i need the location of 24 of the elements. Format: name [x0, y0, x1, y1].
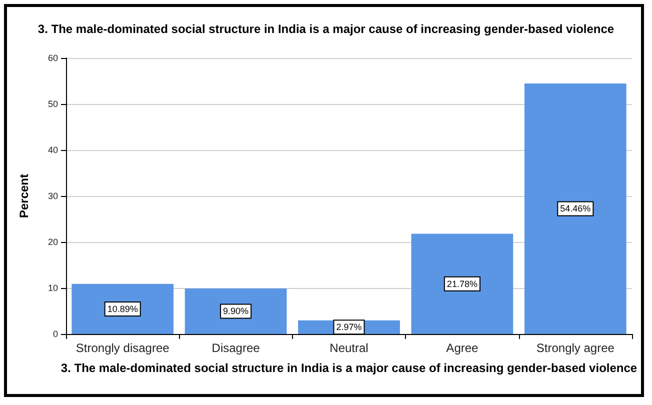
data-label: 9.90% [223, 306, 249, 316]
bar [184, 288, 287, 334]
y-tick-label: 50 [48, 99, 58, 109]
bar [524, 83, 626, 334]
x-tick-label: Agree [446, 341, 479, 355]
x-tick-label: Disagree [212, 341, 260, 355]
x-tick-label: Strongly disagree [76, 341, 170, 355]
data-label: 21.78% [446, 278, 478, 289]
y-tick-label: 20 [48, 237, 58, 247]
y-axis-title: Percent [17, 174, 31, 218]
x-tick-label: Strongly agree [536, 341, 615, 355]
y-tick-label: 40 [48, 145, 58, 155]
y-tick-label: 10 [48, 283, 58, 293]
x-axis-title: 3. The male-dominated social structure in India is a major cause of increasing gender-based violence [60, 361, 638, 375]
data-label: 2.97% [336, 322, 362, 332]
bar [72, 284, 174, 334]
x-tick-label: Neutral [330, 341, 368, 355]
data-label: 10.89% [107, 304, 138, 314]
bar [411, 234, 514, 334]
y-tick-label: 30 [48, 191, 58, 201]
chart-title: 3. The male-dominated social structure in India is a major cause of increasing gender-based violence [38, 22, 614, 36]
y-tick-label: 0 [52, 329, 58, 339]
y-tick-label: 60 [48, 53, 58, 63]
data-label: 54.46% [560, 204, 591, 214]
